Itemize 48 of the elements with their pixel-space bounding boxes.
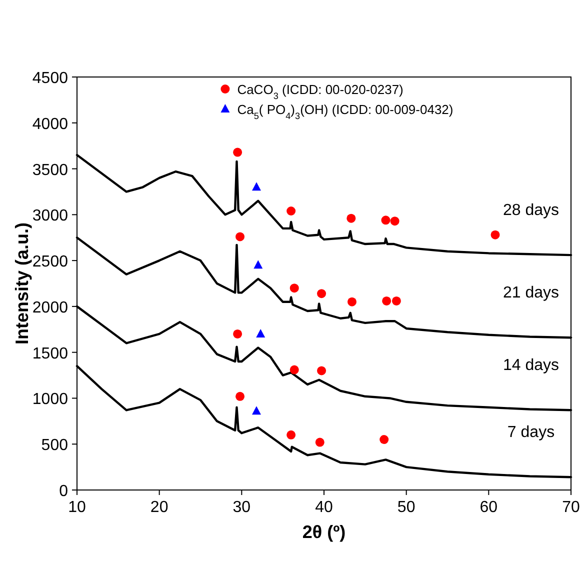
point	[252, 406, 261, 415]
x-tick-label: 30	[232, 499, 251, 516]
y-axis-title: Intensity (a.u.)	[12, 222, 32, 345]
point	[346, 214, 356, 223]
annotation: 21 days	[502, 284, 560, 302]
point	[380, 435, 389, 444]
y-tick-label: 500	[41, 437, 68, 454]
y-tick-label: 0	[59, 483, 68, 500]
y-tick-label: 3500	[32, 162, 68, 179]
point	[290, 365, 299, 374]
point	[315, 438, 324, 447]
point	[286, 206, 296, 216]
point	[256, 328, 266, 338]
point	[382, 296, 392, 306]
x-axis-title: 2θ (º)	[302, 522, 346, 542]
x-tick-label: 10	[68, 499, 86, 516]
point	[381, 216, 390, 225]
point	[317, 366, 326, 376]
annotation: 7 days	[507, 424, 555, 442]
point	[317, 289, 326, 298]
y-tick-label: 1500	[32, 345, 68, 362]
legend-label: CaCO$_{3}$ (ICDD: 00-020-0237)	[237, 82, 404, 101]
point	[392, 296, 401, 306]
point	[390, 216, 400, 226]
y-tick-label: 3000	[32, 208, 68, 225]
x-tick-label: 70	[562, 499, 580, 516]
point	[233, 148, 242, 157]
y-tick-label: 4500	[32, 70, 68, 87]
point	[252, 182, 261, 191]
point	[236, 232, 245, 242]
x-tick-label: 20	[150, 499, 168, 516]
point	[233, 329, 242, 338]
point	[490, 230, 500, 240]
annotation: 28 days	[502, 202, 560, 220]
x-tick-label: 40	[315, 499, 333, 516]
point	[236, 392, 245, 401]
x-tick-label: 60	[480, 499, 498, 516]
point	[254, 260, 263, 269]
x-tick-label: 50	[397, 499, 416, 516]
legend-label: Ca$_{5}$( PO$_{4}$)$_{3}$(OH) (ICDD: 00-009-0432)	[237, 102, 454, 121]
annotation: 14 days	[502, 357, 560, 374]
point	[347, 297, 356, 306]
point	[290, 284, 299, 293]
point	[286, 430, 296, 440]
y-tick-label: 2000	[32, 299, 68, 316]
y-tick-label: 2500	[32, 254, 68, 271]
y-tick-label: 1000	[32, 391, 68, 408]
y-tick-label: 4000	[32, 116, 68, 133]
